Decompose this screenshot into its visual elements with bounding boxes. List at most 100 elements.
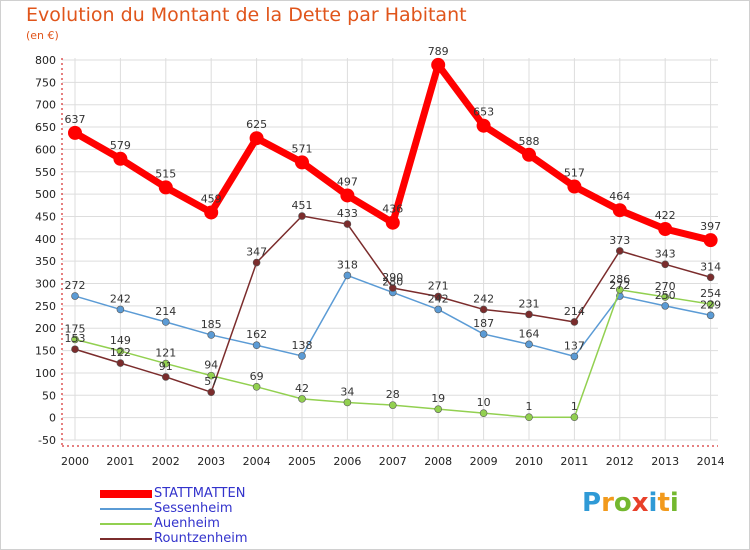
- data-label: 318: [337, 258, 358, 271]
- y-tick-label: 600: [35, 143, 56, 156]
- data-point: [207, 371, 215, 380]
- data-point: [658, 221, 673, 236]
- data-point: [479, 305, 488, 314]
- x-tick-label: 2009: [470, 455, 498, 468]
- data-point: [615, 285, 624, 294]
- data-point: [431, 57, 446, 72]
- data-label: 149: [110, 334, 131, 347]
- legend-swatch: [100, 523, 152, 525]
- y-tick-label: 300: [35, 278, 56, 291]
- data-label: 571: [292, 142, 313, 155]
- data-label: 91: [159, 360, 173, 373]
- data-label: 1: [571, 400, 578, 413]
- data-label: 10: [477, 396, 491, 409]
- data-label: 175: [65, 322, 86, 335]
- data-label: 637: [65, 113, 86, 126]
- data-point: [113, 151, 128, 166]
- y-tick-label: 650: [35, 121, 56, 134]
- data-point: [661, 302, 670, 310]
- data-point: [567, 179, 582, 194]
- data-point: [71, 345, 79, 354]
- data-point: [706, 311, 715, 320]
- data-label: 94: [204, 359, 218, 372]
- data-label: 122: [110, 346, 131, 359]
- data-label: 579: [110, 139, 131, 152]
- data-point: [71, 292, 79, 300]
- data-label: 19: [431, 392, 445, 405]
- data-label: 343: [655, 247, 676, 260]
- y-tick-label: 200: [35, 322, 56, 335]
- data-point: [252, 382, 261, 391]
- logo-letter: i: [648, 488, 658, 518]
- data-point: [162, 318, 170, 326]
- x-tick-label: 2005: [288, 455, 316, 468]
- data-point: [343, 271, 352, 280]
- data-point: [340, 188, 355, 203]
- data-label: 153: [65, 332, 86, 345]
- data-label: 789: [428, 45, 449, 58]
- data-label: 314: [700, 260, 721, 273]
- data-label: 242: [473, 292, 494, 305]
- data-point: [661, 260, 670, 269]
- data-label: 459: [201, 192, 222, 205]
- y-tick-label: 0: [49, 412, 56, 425]
- x-tick-label: 2001: [106, 455, 134, 468]
- data-point: [116, 359, 125, 367]
- data-label: 515: [155, 167, 176, 180]
- data-point: [298, 395, 306, 403]
- data-point: [385, 215, 400, 230]
- data-label: 34: [340, 385, 354, 398]
- x-tick-label: 2010: [515, 455, 543, 468]
- data-label: 164: [519, 327, 540, 340]
- y-tick-label: 50: [42, 389, 56, 402]
- data-point: [703, 233, 718, 248]
- data-label: 280: [382, 275, 403, 288]
- data-label: 373: [609, 234, 630, 247]
- data-label: 1: [526, 400, 533, 413]
- data-label: 588: [519, 135, 540, 148]
- data-point: [434, 305, 443, 314]
- data-point: [479, 330, 488, 338]
- data-point: [295, 155, 309, 170]
- data-point: [343, 220, 352, 228]
- x-tick-label: 2004: [243, 455, 271, 468]
- x-tick-label: 2008: [424, 455, 452, 468]
- x-tick-label: 2007: [379, 455, 407, 468]
- y-tick-label: -50: [38, 434, 56, 447]
- logo-letter: t: [657, 488, 670, 518]
- data-label: 214: [564, 305, 585, 318]
- data-point: [162, 373, 170, 381]
- legend-label: Sessenheim: [154, 501, 233, 516]
- data-label: 242: [110, 292, 131, 305]
- y-tick-label: 150: [35, 345, 56, 358]
- data-point: [116, 305, 125, 314]
- data-point: [570, 413, 579, 422]
- data-point: [207, 331, 215, 339]
- data-point: [434, 292, 443, 301]
- y-tick-label: 800: [35, 54, 56, 67]
- data-label: 231: [519, 297, 540, 310]
- data-label: 185: [201, 318, 222, 331]
- data-label: 254: [700, 287, 721, 300]
- data-label: 517: [564, 167, 585, 180]
- data-point: [71, 335, 79, 344]
- data-label: 625: [246, 118, 267, 131]
- data-point: [343, 398, 352, 407]
- x-tick-label: 2014: [697, 455, 725, 468]
- data-label: 28: [386, 388, 400, 401]
- chart-title: Evolution du Montant de la Dette par Hab…: [26, 4, 467, 26]
- data-point: [476, 118, 491, 133]
- data-label: 229: [700, 298, 721, 311]
- data-label: 464: [609, 190, 630, 203]
- plot-area: [62, 58, 718, 440]
- data-point: [479, 409, 488, 417]
- data-point: [612, 203, 627, 218]
- data-label: 653: [473, 106, 494, 119]
- data-point: [525, 340, 533, 349]
- data-label: 137: [564, 339, 585, 352]
- y-tick-label: 700: [35, 99, 56, 112]
- data-point: [252, 341, 261, 350]
- legend-swatch: [100, 490, 152, 498]
- data-label: 497: [337, 175, 358, 188]
